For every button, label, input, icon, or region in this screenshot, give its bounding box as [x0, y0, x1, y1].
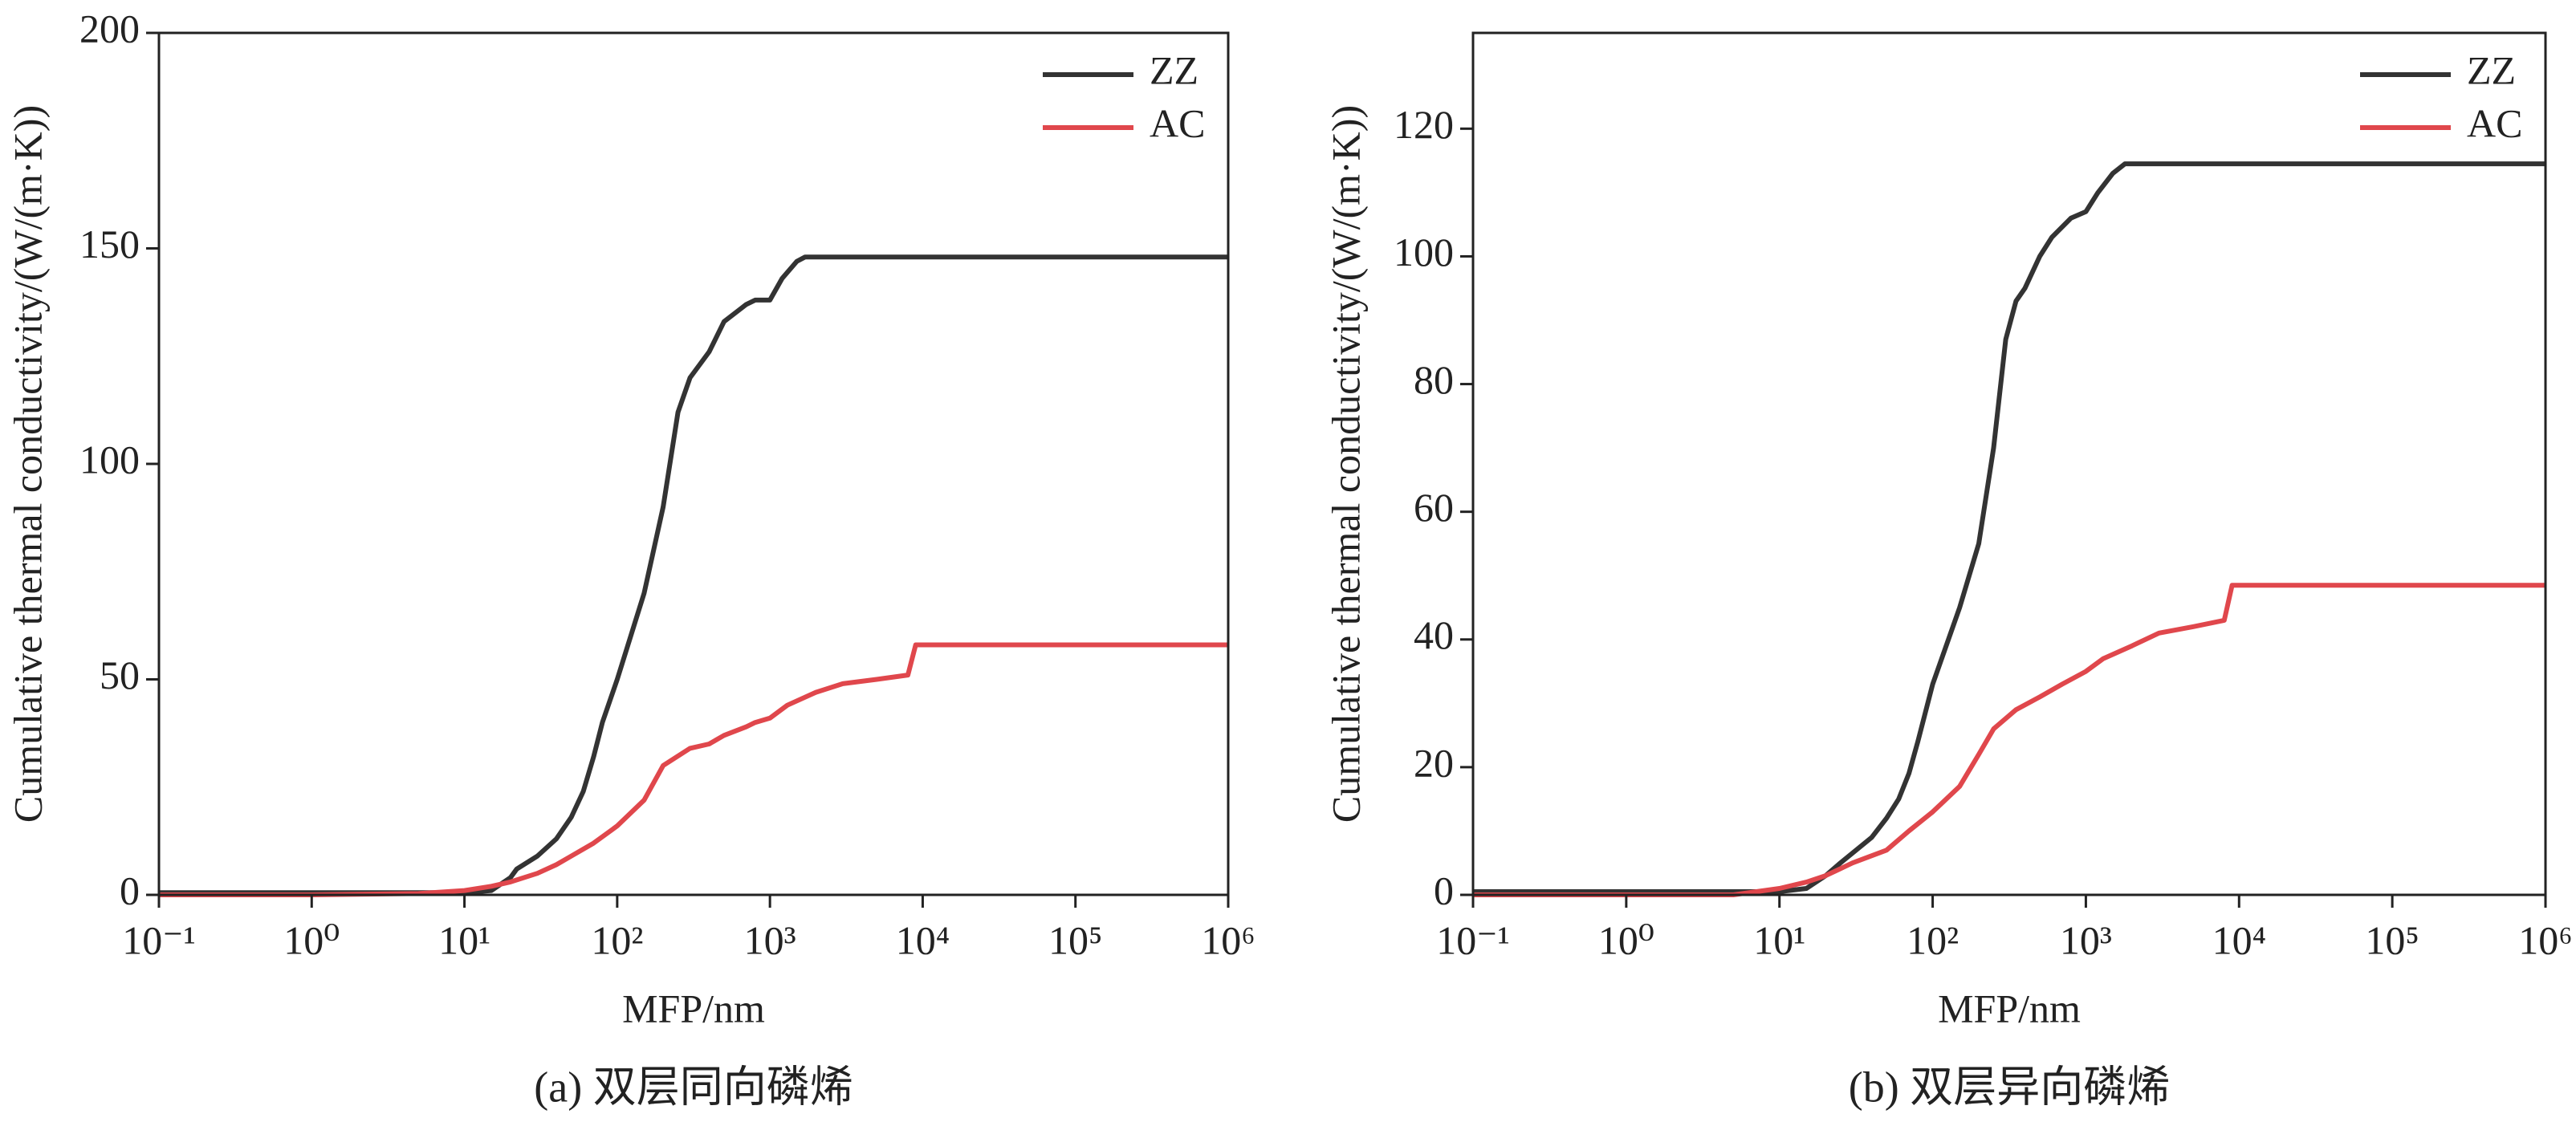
y-axis-label: Cumulative thermal conductivity/(W/(m·K)… [1323, 105, 1368, 823]
x-tick-label: 10⁰ [1598, 917, 1654, 962]
caption: (a) 双层同向磷烯 [534, 1063, 853, 1111]
x-tick-label: 10⁴ [2212, 917, 2266, 962]
x-tick-label: 10² [1907, 917, 1959, 962]
legend-label: AC [2467, 100, 2522, 145]
legend-label: ZZ [1150, 47, 1198, 92]
x-tick-label: 10⁴ [896, 917, 950, 962]
x-tick-label: 10³ [2060, 917, 2112, 962]
data-line [159, 254, 1228, 896]
y-tick-label: 120 [1394, 102, 1454, 147]
y-tick-label: 20 [1414, 740, 1454, 785]
y-tick-label: 100 [79, 437, 140, 482]
x-tick-label: 10⁶ [1201, 917, 1255, 962]
x-tick-label: 10³ [744, 917, 796, 962]
data-line [1473, 583, 2545, 897]
y-tick-label: 200 [79, 6, 140, 51]
plot-frame [157, 31, 1230, 896]
x-tick-label: 10⁶ [2518, 917, 2572, 962]
legend-label: ZZ [2467, 47, 2516, 92]
y-tick-label: 0 [120, 868, 140, 913]
plot-frame [1471, 31, 2547, 896]
x-tick-label: 10⁻¹ [1436, 917, 1509, 962]
y-tick-label: 40 [1414, 612, 1454, 657]
legend-label: AC [1150, 100, 1205, 145]
y-tick-label: 0 [1434, 868, 1454, 913]
x-tick-label: 10⁻¹ [122, 917, 195, 962]
data-line [159, 642, 1228, 897]
y-tick-label: 60 [1414, 485, 1454, 530]
x-tick-label: 10² [591, 917, 643, 962]
data-line [1473, 161, 2545, 894]
x-tick-label: 10⁰ [283, 917, 340, 962]
y-tick-label: 150 [79, 222, 140, 266]
x-tick-label: 10⁵ [2365, 917, 2419, 962]
y-tick-label: 100 [1394, 230, 1454, 274]
x-tick-label: 10⁵ [1048, 917, 1102, 962]
caption: (b) 双层异向磷烯 [1849, 1063, 2170, 1111]
x-axis-label: MFP/nm [622, 986, 765, 1030]
y-axis-label: Cumulative thermal conductivity/(W/(m·K)… [5, 105, 50, 823]
x-tick-label: 10¹ [438, 917, 490, 962]
y-tick-label: 50 [100, 652, 140, 697]
y-tick-label: 80 [1414, 357, 1454, 402]
x-axis-label: MFP/nm [1938, 986, 2081, 1030]
x-tick-label: 10¹ [1753, 917, 1805, 962]
